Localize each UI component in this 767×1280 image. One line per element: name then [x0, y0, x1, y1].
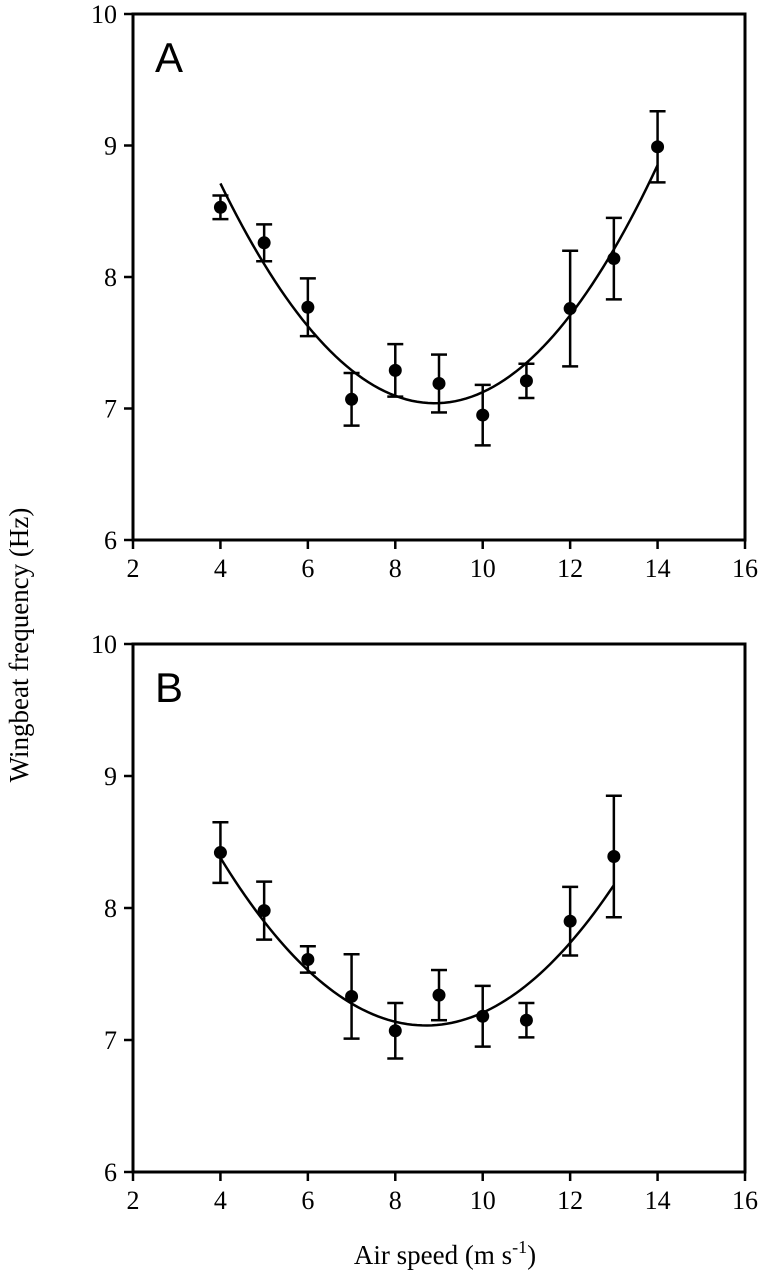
- y-tick-label: 8: [104, 894, 117, 923]
- y-tick-label: 7: [104, 1026, 117, 1055]
- x-tick-label: 16: [732, 554, 758, 583]
- x-tick-label: 2: [127, 554, 140, 583]
- data-point: [519, 1013, 533, 1027]
- panel-b: 2 4 6 8 10 12 14 16 6 7 8 9 10 B: [91, 630, 758, 1215]
- x-tick-label: 6: [301, 1186, 314, 1215]
- x-axis-label-main: Air speed (m s: [354, 1240, 512, 1270]
- x-tick-label: 12: [557, 1186, 583, 1215]
- y-tick-label: 9: [104, 132, 117, 161]
- data-point: [607, 850, 621, 864]
- x-tick-label: 14: [645, 1186, 671, 1215]
- data-point: [257, 236, 271, 250]
- panel-label: B: [155, 664, 183, 711]
- fit-curve: [219, 857, 615, 1027]
- x-tick-label: 8: [389, 554, 402, 583]
- y-tick-label: 8: [104, 263, 117, 292]
- data-point: [432, 988, 446, 1002]
- data-point: [388, 363, 402, 377]
- x-tick-label: 4: [214, 554, 227, 583]
- x-axis-label-sup: -1: [512, 1237, 527, 1257]
- y-tick-label: 10: [91, 630, 117, 659]
- x-axis-label-close: ): [527, 1240, 536, 1270]
- data-point: [563, 302, 577, 316]
- x-tick-label: 4: [214, 1186, 227, 1215]
- x-tick-label: 16: [732, 1186, 758, 1215]
- x-axis-label: Air speed (m s-1): [354, 1237, 536, 1270]
- data-point: [519, 374, 533, 388]
- data-point: [432, 377, 446, 391]
- y-tick-label: 10: [91, 0, 117, 29]
- y-tick-label: 6: [104, 526, 117, 555]
- data-point: [476, 1009, 490, 1023]
- data-point: [388, 1024, 402, 1038]
- x-tick-label: 2: [127, 1186, 140, 1215]
- data-point: [651, 140, 665, 154]
- plot-frame: [131, 642, 747, 1174]
- data-point: [257, 904, 271, 918]
- x-tick-label: 10: [470, 554, 496, 583]
- data-point: [607, 252, 621, 266]
- data-point: [563, 914, 577, 928]
- panel-a: 2 4 6 8 10 12 14 16 6 7 8 9 10 A: [91, 0, 758, 583]
- data-point: [476, 408, 490, 422]
- data-point: [345, 392, 359, 406]
- x-tick-label: 8: [389, 1186, 402, 1215]
- y-axis-label: Wingbeat frequency (Hz): [4, 508, 34, 783]
- x-tick-label: 6: [301, 554, 314, 583]
- data-point: [345, 989, 359, 1003]
- data-point: [301, 300, 315, 314]
- x-tick-label: 12: [557, 554, 583, 583]
- x-tick-label: 14: [645, 554, 671, 583]
- y-tick-label: 9: [104, 762, 117, 791]
- data-point: [301, 952, 315, 966]
- y-tick-label: 7: [104, 395, 117, 424]
- data-point: [213, 200, 227, 214]
- data-point: [213, 846, 227, 860]
- y-tick-label: 6: [104, 1158, 117, 1187]
- x-tick-label: 10: [470, 1186, 496, 1215]
- panel-label: A: [155, 34, 183, 81]
- plot-frame: [131, 12, 747, 542]
